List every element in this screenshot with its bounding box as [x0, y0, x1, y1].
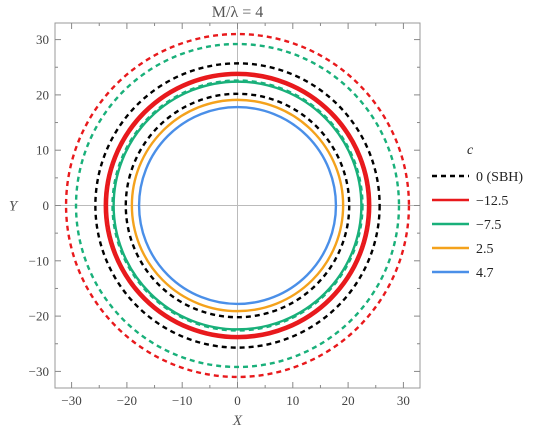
- y-axis-label: Y: [9, 199, 19, 215]
- circle-series-8: [130, 98, 345, 313]
- circle-series-1: [74, 42, 401, 369]
- ticks-layer: −30 −20 −10 0 10 20 30 −30 −20 −10 0 10 20 30: [29, 23, 420, 408]
- circle-series-6: [105, 73, 370, 338]
- legend-label: −7.5: [476, 218, 501, 233]
- y-tick-label: 20: [36, 87, 49, 102]
- legend-label: −12.5: [476, 194, 508, 209]
- y-tick-label: −20: [29, 309, 49, 324]
- legend-title: c: [467, 143, 474, 158]
- y-tick-label: 0: [43, 198, 50, 213]
- x-axis-label: X: [232, 413, 243, 429]
- x-tick-label: 0: [234, 393, 241, 408]
- x-tick-label: 20: [342, 393, 355, 408]
- circle-series-5: [112, 80, 363, 331]
- circle-series-2: [94, 62, 381, 349]
- legend-label: 2.5: [476, 242, 494, 257]
- circle-series-7: [124, 92, 351, 319]
- x-tick-label: −30: [61, 393, 81, 408]
- x-tick-label: 10: [286, 393, 299, 408]
- y-tick-label: 10: [36, 143, 49, 158]
- circle-series-0: [64, 32, 411, 379]
- circle-series-3: [103, 71, 372, 340]
- legend-label: 0 (SBH): [476, 170, 523, 185]
- circle-series-9: [137, 105, 338, 306]
- x-tick-label: −10: [172, 393, 192, 408]
- legend: c 0 (SBH) −12.5 −7.5 2.5 4.7: [432, 143, 523, 281]
- x-tick-label: −20: [117, 393, 137, 408]
- y-tick-label: 30: [36, 32, 49, 47]
- y-tick-label: −10: [29, 253, 49, 268]
- chart-title: M/λ = 4: [212, 4, 263, 21]
- inner-axes: [55, 23, 420, 388]
- y-tick-label: −30: [29, 364, 49, 379]
- legend-label: 4.7: [476, 266, 494, 281]
- circles-layer: [64, 32, 411, 379]
- x-tick-label: 30: [397, 393, 410, 408]
